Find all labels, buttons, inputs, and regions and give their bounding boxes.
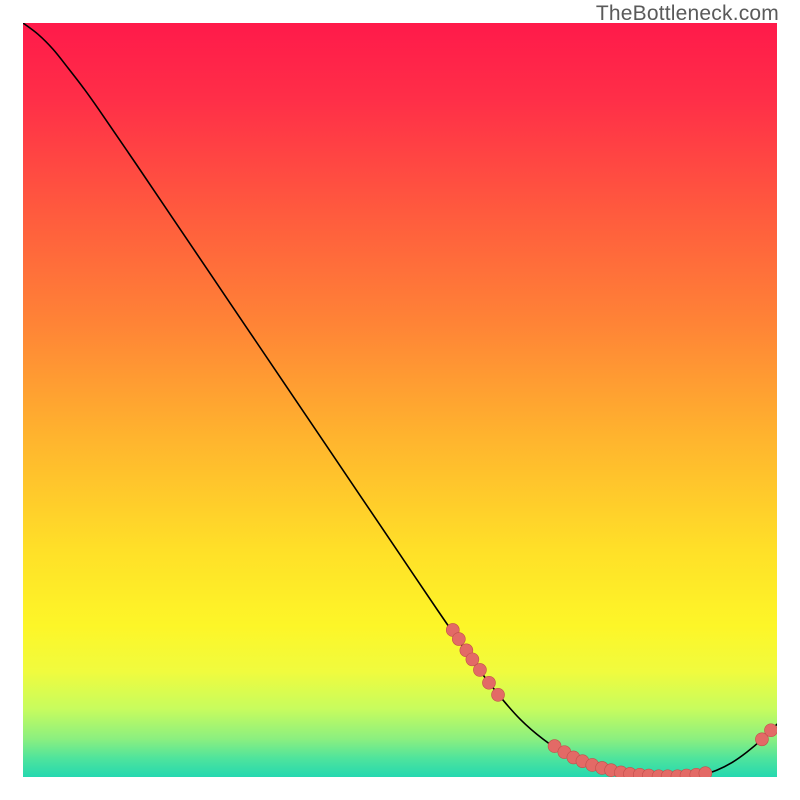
chart-canvas: TheBottleneck.com [0,0,800,800]
data-marker [764,724,777,737]
plot-area [23,23,777,777]
bottleneck-curve [23,23,777,777]
data-marker [452,633,465,646]
data-marker [699,767,712,777]
watermark-text: TheBottleneck.com [596,2,779,26]
data-marker [482,676,495,689]
data-marker [492,688,505,701]
chart-overlay [23,23,777,777]
data-marker [473,663,486,676]
